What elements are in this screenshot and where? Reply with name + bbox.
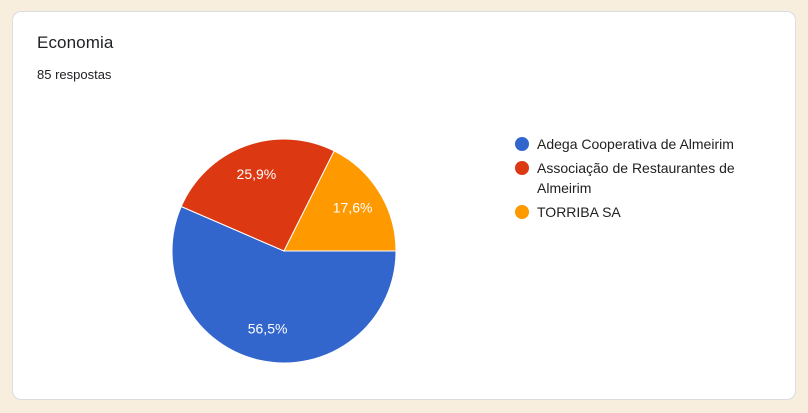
legend-item-2: TORRIBA SA <box>515 202 787 222</box>
pie-slice-0[interactable] <box>171 205 397 364</box>
question-card: Economia 85 respostas 56,5% 25,9% 17,6% Ad… <box>12 11 796 400</box>
legend-swatch-icon <box>515 205 529 219</box>
legend-label: Associação de Restaurantes de Almeirim <box>537 160 735 196</box>
legend-swatch-icon <box>515 161 529 175</box>
legend-item-0: Adega Cooperativa de Almeirim <box>515 134 787 154</box>
pie-chart: 56,5% 25,9% 17,6% <box>171 138 397 364</box>
chart-legend: Adega Cooperativa de Almeirim Associação … <box>515 134 787 226</box>
legend-label: TORRIBA SA <box>537 204 621 220</box>
legend-label: Adega Cooperativa de Almeirim <box>537 136 734 152</box>
pie-slice-label-0: 56,5% <box>248 321 288 337</box>
pie-slice-2[interactable] <box>283 150 397 252</box>
legend-swatch-icon <box>515 137 529 151</box>
question-title: Economia <box>37 33 114 52</box>
pie-slice-label-1: 25,9% <box>237 166 277 182</box>
pie-slice-1[interactable] <box>180 138 335 252</box>
response-count: 85 respostas <box>37 67 112 82</box>
pie-slice-label-2: 17,6% <box>333 199 373 215</box>
legend-item-1: Associação de Restaurantes de Almeirim <box>515 158 787 198</box>
